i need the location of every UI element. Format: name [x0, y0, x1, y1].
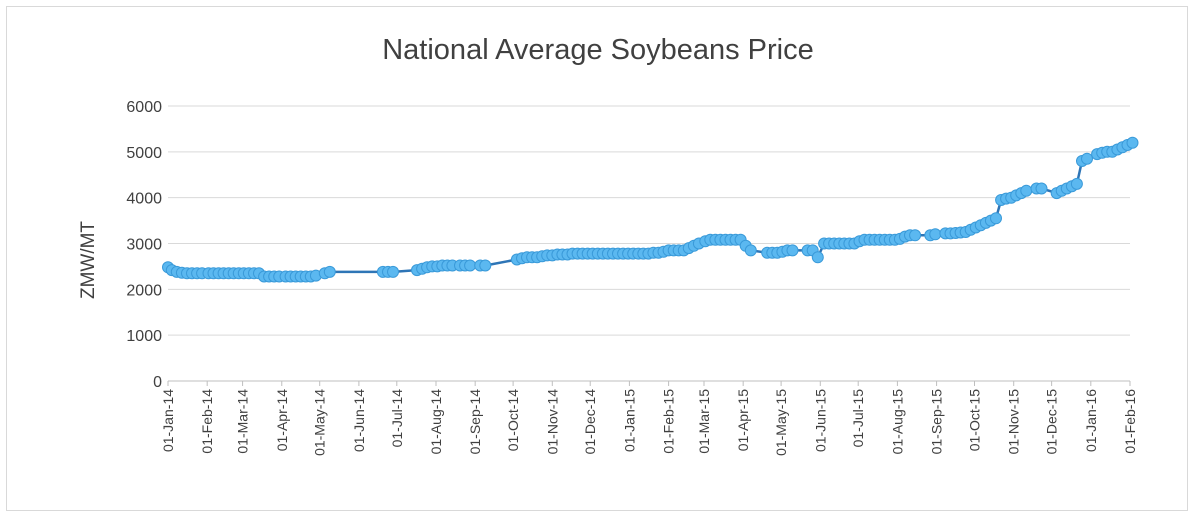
data-point	[323, 265, 336, 278]
x-tick-label: 01-Jan-14	[160, 389, 176, 452]
y-tick-label: 3000	[126, 237, 162, 254]
x-tick-label: 01-Dec-15	[1044, 389, 1060, 455]
data-point	[786, 244, 799, 257]
chart-title: National Average Soybeans Price	[382, 34, 814, 66]
x-tick-label: 01-Oct-15	[967, 389, 983, 451]
y-tick-label: 1000	[126, 328, 162, 345]
data-point	[464, 259, 477, 272]
data-point	[811, 251, 824, 264]
x-tick-label: 01-Apr-15	[735, 389, 751, 451]
x-tick-label: 01-Jan-16	[1083, 389, 1099, 452]
x-tick-label: 01-Mar-15	[696, 389, 712, 454]
data-point	[1070, 177, 1083, 190]
data-point	[479, 259, 492, 272]
x-tick-label: 01-Mar-14	[235, 389, 251, 454]
x-tick-label: 01-Oct-14	[505, 389, 521, 451]
x-tick-label: 01-Feb-16	[1122, 389, 1138, 454]
x-tick-label: 01-Jan-15	[621, 389, 637, 452]
x-tick-label: 01-Feb-14	[199, 389, 215, 454]
x-tick-label: 01-Jun-15	[812, 389, 828, 452]
data-point	[387, 265, 399, 278]
x-tick-label: 01-May-15	[773, 389, 789, 456]
x-tick-label: 01-Nov-14	[544, 389, 560, 455]
x-tick-label: 01-Aug-15	[889, 389, 905, 455]
x-tick-label: 01-Sep-15	[929, 389, 945, 455]
data-point	[929, 228, 942, 241]
y-tick-label: 6000	[126, 99, 162, 116]
x-tick-label: 01-Aug-14	[428, 389, 444, 455]
x-tick-label: 01-Nov-15	[1006, 389, 1022, 455]
x-tick-label: 01-Apr-14	[274, 389, 290, 451]
x-tick-label: 01-Jun-14	[351, 389, 367, 452]
y-tick-label: 2000	[126, 282, 162, 299]
y-tick-label: 5000	[126, 145, 162, 162]
data-point	[1126, 136, 1139, 149]
x-tick-label: 01-May-14	[312, 389, 328, 456]
data-point	[1020, 184, 1033, 197]
x-tick-label: 01-Dec-14	[582, 389, 598, 455]
x-tick-label: 01-Feb-15	[661, 389, 677, 454]
y-tick-label: 0	[153, 374, 162, 391]
data-point	[990, 212, 1002, 225]
data-point	[1035, 182, 1048, 195]
data-point	[909, 229, 922, 242]
x-tick-label: 01-Sep-14	[467, 389, 483, 455]
data-point	[744, 244, 757, 257]
y-tick-label: 4000	[126, 191, 162, 208]
x-tick-label: 01-Jul-14	[389, 389, 405, 448]
x-tick-label: 01-Jul-15	[850, 389, 866, 448]
data-point	[1081, 152, 1093, 165]
